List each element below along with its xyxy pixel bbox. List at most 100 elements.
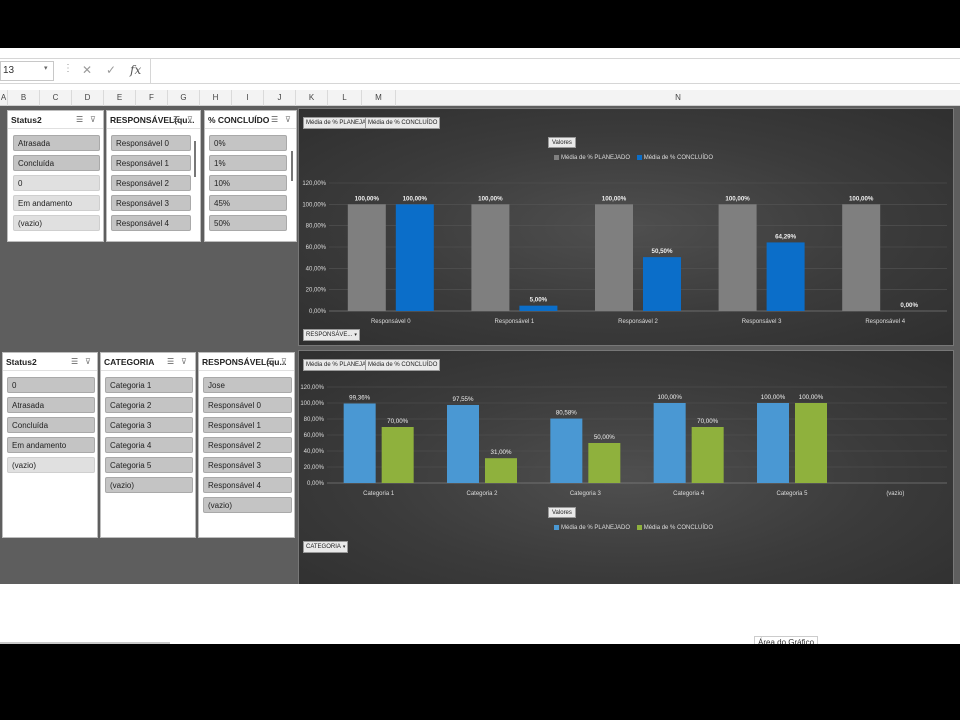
name-box-dropdown-icon[interactable]: ▾	[44, 65, 48, 72]
pivot-chart-categoria[interactable]: Média de % PLANEJADO Média de % CONCLUÍD…	[298, 350, 954, 604]
clear-filter-icon[interactable]: ⊽	[285, 115, 291, 124]
insert-function-icon[interactable]: fx	[130, 63, 142, 77]
column-header-i[interactable]: I	[232, 90, 264, 106]
slicer-item[interactable]: 10%	[209, 175, 287, 191]
slicer-item[interactable]: Concluída	[7, 417, 95, 433]
slicer-item[interactable]: Atrasada	[7, 397, 95, 413]
slicer-item[interactable]: Responsável 1	[203, 417, 292, 433]
slicer-item[interactable]: 50%	[209, 215, 287, 231]
data-label: 100,00%	[799, 394, 824, 401]
slicer-item[interactable]: Responsável 0	[111, 135, 191, 151]
dropdown-caret-icon: ▾	[342, 544, 346, 550]
multi-select-icon[interactable]: ☰	[271, 115, 279, 124]
slicer-item[interactable]: 0%	[209, 135, 287, 151]
axis-field-button[interactable]: CATEGORIA ▾	[303, 541, 349, 553]
slicer-responsavel-bottom[interactable]: RESPONSÁVEL(qu... ☰ ⊽ Jose Responsável 0…	[198, 352, 295, 538]
field-button-concluido[interactable]: Média de % CONCLUÍDO	[365, 117, 441, 129]
bar	[447, 404, 479, 483]
data-label: 100,00%	[725, 195, 750, 202]
column-header-k[interactable]: K	[296, 90, 328, 106]
slicer-item[interactable]: Categoria 4	[105, 437, 193, 453]
slicer-categoria-bottom[interactable]: CATEGORIA ☰ ⊽ Categoria 1 Categoria 2 Ca…	[100, 352, 196, 538]
slicer-scrollbar[interactable]	[194, 141, 196, 177]
slicer-item[interactable]: Responsável 4	[203, 477, 292, 493]
multi-select-icon[interactable]: ☰	[267, 357, 275, 366]
chart-plot: 0,00% 20,00% 40,00% 60,00% 80,00% 100,00% 120,…	[300, 385, 947, 497]
column-header-c[interactable]: C	[40, 90, 72, 106]
slicer-item[interactable]: 45%	[209, 195, 287, 211]
column-header-h[interactable]: H	[200, 90, 232, 106]
column-header-j[interactable]: J	[264, 90, 296, 106]
slicer-status2-bottom[interactable]: Status2 ☰ ⊽ 0 Atrasada Concluída Em anda…	[2, 352, 98, 538]
y-tick-label: 100,00%	[302, 202, 326, 208]
name-box[interactable]: 13	[0, 61, 54, 81]
slicer-status2-top[interactable]: Status2 ☰ ⊽ Atrasada Concluída 0 Em anda…	[7, 110, 104, 242]
multi-select-icon[interactable]: ☰	[71, 357, 79, 366]
slicer-item[interactable]: Responsável 1	[111, 155, 191, 171]
bar	[795, 403, 827, 483]
slicer-item[interactable]: Responsável 3	[203, 457, 292, 473]
multi-select-icon[interactable]: ☰	[76, 115, 84, 124]
field-button-concluido[interactable]: Média de % CONCLUÍDO	[365, 359, 441, 371]
x-tick-label: Categoria 3	[570, 491, 602, 497]
y-tick-label: 0,00%	[309, 309, 327, 315]
multi-select-icon[interactable]: ☰	[173, 115, 181, 124]
slicer-item[interactable]: (vazio)	[203, 497, 292, 513]
column-header-d[interactable]: D	[72, 90, 104, 106]
clear-filter-icon[interactable]: ⊽	[90, 115, 96, 124]
slicer-item[interactable]: 1%	[209, 155, 287, 171]
column-header-g[interactable]: G	[168, 90, 200, 106]
slicer-item[interactable]: Responsável 2	[111, 175, 191, 191]
slicer-item[interactable]: Em andamento	[13, 195, 100, 211]
clear-filter-icon[interactable]: ⊽	[281, 357, 287, 366]
clear-filter-icon[interactable]: ⊽	[85, 357, 91, 366]
slicer-item[interactable]: Categoria 5	[105, 457, 193, 473]
slicer-item[interactable]: Atrasada	[13, 135, 100, 151]
column-header-f[interactable]: F	[136, 90, 168, 106]
chart-legend: Média de % PLANEJADO Média de % CONCLUÍD…	[549, 525, 713, 531]
slicer-item[interactable]: Responsável 0	[203, 397, 292, 413]
more-options-icon[interactable]: ⋮	[63, 63, 73, 74]
clear-filter-icon[interactable]: ⊽	[187, 115, 193, 124]
pivot-chart-responsavel[interactable]: Média de % PLANEJADO Média de % CONCLUÍD…	[298, 108, 954, 346]
bar	[643, 257, 681, 311]
column-header-e[interactable]: E	[104, 90, 136, 106]
y-tick-label: 100,00%	[300, 401, 324, 407]
slicer-item[interactable]: Responsável 2	[203, 437, 292, 453]
slicer-item[interactable]: Categoria 3	[105, 417, 193, 433]
slicer-item[interactable]: (vazio)	[13, 215, 100, 231]
slicer-responsavel-top[interactable]: RESPONSÁVEL(qu... ☰ ⊽ Responsável 0 Resp…	[106, 110, 201, 242]
enter-icon[interactable]: ✓	[106, 63, 117, 77]
cancel-icon[interactable]: ✕	[82, 63, 93, 77]
slicer-item[interactable]: Responsável 4	[111, 215, 191, 231]
slicer-item[interactable]: Categoria 2	[105, 397, 193, 413]
y-tick-label: 80,00%	[306, 224, 327, 230]
y-tick-label: 60,00%	[304, 433, 325, 439]
column-header-l[interactable]: L	[328, 90, 362, 106]
axis-field-button[interactable]: RESPONSÁVE... ▾	[303, 329, 360, 341]
column-header-a[interactable]: A	[0, 90, 8, 106]
slicer-item[interactable]: Categoria 1	[105, 377, 193, 393]
slicer-item[interactable]: (vazio)	[7, 457, 95, 473]
slicer-item[interactable]: Jose	[203, 377, 292, 393]
slicer-item[interactable]: Concluída	[13, 155, 100, 171]
column-header-b[interactable]: B	[8, 90, 40, 106]
column-header-n[interactable]: N	[675, 93, 681, 102]
slicer-item[interactable]: Responsável 3	[111, 195, 191, 211]
clear-filter-icon[interactable]: ⊽	[181, 357, 187, 366]
sheet-tab-bar[interactable]	[0, 642, 170, 644]
field-button-planejado[interactable]: Média de % PLANEJADO	[303, 359, 379, 371]
x-tick-label: Responsável 0	[371, 319, 411, 325]
data-label: 80,58%	[556, 410, 577, 417]
values-button[interactable]: Valores	[548, 137, 576, 148]
column-header-m[interactable]: M	[362, 90, 396, 106]
slicer-item[interactable]: 0	[7, 377, 95, 393]
formula-input[interactable]	[150, 59, 960, 83]
slicer-scrollbar[interactable]	[291, 151, 293, 181]
values-button[interactable]: Valores	[548, 507, 576, 518]
multi-select-icon[interactable]: ☰	[167, 357, 175, 366]
slicer-item[interactable]: 0	[13, 175, 100, 191]
slicer-concluido-top[interactable]: % CONCLUÍDO ☰ ⊽ 0% 1% 10% 45% 50%	[204, 110, 297, 242]
slicer-item[interactable]: (vazio)	[105, 477, 193, 493]
slicer-item[interactable]: Em andamento	[7, 437, 95, 453]
